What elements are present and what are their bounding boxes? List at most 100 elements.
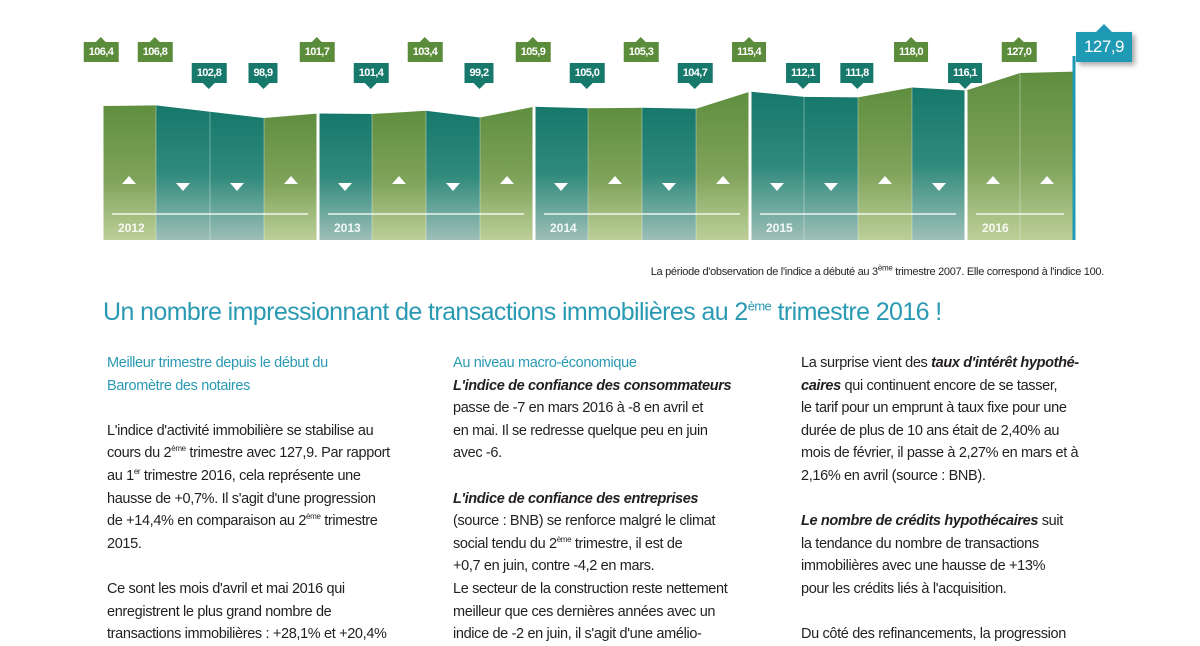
bar-up xyxy=(966,73,1020,240)
text-line: transactions immobilières : +28,1% et +2… xyxy=(107,623,437,646)
text-segment: enregistrent le plus grand nombre de xyxy=(107,603,332,620)
text-line: de +14,4% en comparaison au 2ème trimest… xyxy=(107,510,437,533)
text-line: meilleur que ces dernières années avec u… xyxy=(453,601,783,624)
text-segment: Au niveau macro-économique xyxy=(453,355,637,371)
arrow-down-icon xyxy=(662,183,676,191)
text-line: (source : BNB) se renforce malgré le cli… xyxy=(453,510,783,533)
text-segment: en mai. Il se redresse quelque peu en ju… xyxy=(453,422,708,439)
value-label: 101,7 xyxy=(299,37,335,62)
text-line: Ce sont les mois d'avril et mai 2016 qui xyxy=(107,578,437,601)
value-label: 115,4 xyxy=(732,37,766,62)
arrow-up-icon xyxy=(608,176,622,184)
arrow-up-icon xyxy=(284,176,298,184)
column-middle: Au niveau macro-économique L'indice de co… xyxy=(453,352,783,646)
text-line: caires qui continuent encore de se tasse… xyxy=(801,375,1131,398)
text-line: 2015. xyxy=(107,533,437,556)
arrow-up-icon xyxy=(878,176,892,184)
value-label: 106,8 xyxy=(137,37,173,62)
text-line: le tarif pour un emprunt à taux fixe pou… xyxy=(801,397,1131,420)
emphasis-text: L'indice de confiance des entreprises xyxy=(453,490,699,507)
superscript: ème xyxy=(306,512,321,522)
text-segment: cours du 2 xyxy=(107,445,172,462)
value-label: 116,1 xyxy=(948,63,982,89)
year-label: 2014 xyxy=(550,221,577,235)
bar-down xyxy=(804,96,858,240)
value-label: 118,0 xyxy=(894,37,928,62)
text-line: Meilleur trimestre depuis le début du xyxy=(107,352,437,375)
blank-line xyxy=(107,555,437,578)
text-segment: pour les crédits liés à l'acquisition. xyxy=(801,580,1007,597)
text-line: immobilières avec une hausse de +13% xyxy=(801,555,1131,578)
text-line: La surprise vient des taux d'intérêt hyp… xyxy=(801,352,1131,375)
value-label: 103,4 xyxy=(407,37,443,62)
text-line: Le secteur de la construction reste nett… xyxy=(453,578,783,601)
page-title: Un nombre impressionnant de transactions… xyxy=(103,298,942,327)
footnote-sup: ème xyxy=(877,263,893,273)
title-sup: ème xyxy=(747,298,772,314)
text-line: social tendu du 2ème trimestre, il est d… xyxy=(453,533,783,556)
text-line: passe de -7 en mars 2016 à -8 en avril e… xyxy=(453,397,783,420)
text-line: la tendance du nombre de transactions xyxy=(801,533,1131,556)
column-left: Meilleur trimestre depuis le début du Bar… xyxy=(107,352,437,646)
text-segment: Meilleur trimestre depuis le début du xyxy=(107,355,328,371)
year-label: 2016 xyxy=(982,221,1009,235)
text-line: 2,16% en avril (source : BNB). xyxy=(801,465,1131,488)
value-label: 101,4 xyxy=(353,63,389,89)
bar-up xyxy=(102,105,156,240)
footnote-text: La période d'observation de l'indice a d… xyxy=(650,266,878,278)
text-segment: Baromètre des notaires xyxy=(107,377,251,394)
column-right: La surprise vient des taux d'intérêt hyp… xyxy=(801,352,1131,646)
text-line: L'indice d'activité immobilière se stabi… xyxy=(107,420,437,443)
arrow-up-icon xyxy=(122,176,136,184)
text-line: au 1er trimestre 2016, cela représente u… xyxy=(107,465,437,488)
text-line: hausse de +0,7%. Il s'agit d'une progres… xyxy=(107,488,437,511)
text-segment: 2,16% en avril (source : BNB). xyxy=(801,467,986,484)
value-label: 106,4 xyxy=(83,37,119,62)
text-segment: social tendu du 2 xyxy=(453,535,557,552)
text-line: durée de plus de 10 ans était de 2,40% a… xyxy=(801,420,1131,443)
bar-up xyxy=(858,87,912,240)
footnote: La période d'observation de l'indice a d… xyxy=(650,263,1105,278)
arrow-up-icon xyxy=(392,176,406,184)
text-segment: le tarif pour un emprunt à taux fixe pou… xyxy=(801,400,1067,417)
text-line: indice de -2 en juin, il s'agit d'une am… xyxy=(453,623,783,646)
footnote-text-end: trimestre 2007. Elle correspond à l'indi… xyxy=(892,266,1104,278)
value-label: 105,9 xyxy=(515,37,551,62)
text-segment: trimestre avec 127,9. Par rapport xyxy=(185,445,390,462)
text-segment: L'indice d'activité immobilière se stabi… xyxy=(107,422,374,439)
arrow-down-icon xyxy=(554,183,568,191)
arrow-down-icon xyxy=(338,183,352,191)
bar-up xyxy=(1020,71,1074,240)
bar-down xyxy=(318,113,372,240)
arrow-down-icon xyxy=(176,183,190,191)
text-segment: de +14,4% en comparaison au 2 xyxy=(107,513,307,530)
arrow-down-icon xyxy=(230,183,244,191)
emphasis-text: taux d'intérêt hypothé- xyxy=(931,355,1079,371)
arrow-down-icon xyxy=(770,183,784,191)
arrow-up-icon xyxy=(986,176,1000,184)
arrow-up-icon xyxy=(1040,176,1054,184)
text-segment: Le secteur de la construction reste nett… xyxy=(453,580,728,597)
text-segment: (source : BNB) se renforce malgré le cli… xyxy=(453,513,716,530)
value-label: 112,1 xyxy=(786,63,820,89)
text-line: +0,7 en juin, contre -4,2 en mars. xyxy=(453,555,783,578)
bar-down xyxy=(750,91,804,240)
text-segment: 2015. xyxy=(107,535,142,552)
year-label: 2013 xyxy=(334,221,361,235)
text-line: en mai. Il se redresse quelque peu en ju… xyxy=(453,420,783,443)
bar-down xyxy=(210,111,264,240)
text-segment: la tendance du nombre de transactions xyxy=(801,535,1039,552)
value-label: 127,0 xyxy=(1001,37,1037,62)
value-label: 105,0 xyxy=(569,63,605,89)
text-segment: +0,7 en juin, contre -4,2 en mars. xyxy=(453,558,655,575)
superscript: er xyxy=(133,467,141,477)
text-line: Baromètre des notaires xyxy=(107,375,437,398)
arrow-up-icon xyxy=(500,176,514,184)
title-text-end: trimestre 2016 ! xyxy=(771,298,943,326)
text-line: cours du 2ème trimestre avec 127,9. Par … xyxy=(107,442,437,465)
emphasis-text: L'indice de confiance des consommateurs xyxy=(453,377,732,394)
text-line: L'indice de confiance des entreprises xyxy=(453,488,783,511)
text-segment: trimestre 2016, cela représente une xyxy=(140,467,361,484)
bar-up xyxy=(480,106,534,240)
value-label: 99,2 xyxy=(464,63,494,89)
